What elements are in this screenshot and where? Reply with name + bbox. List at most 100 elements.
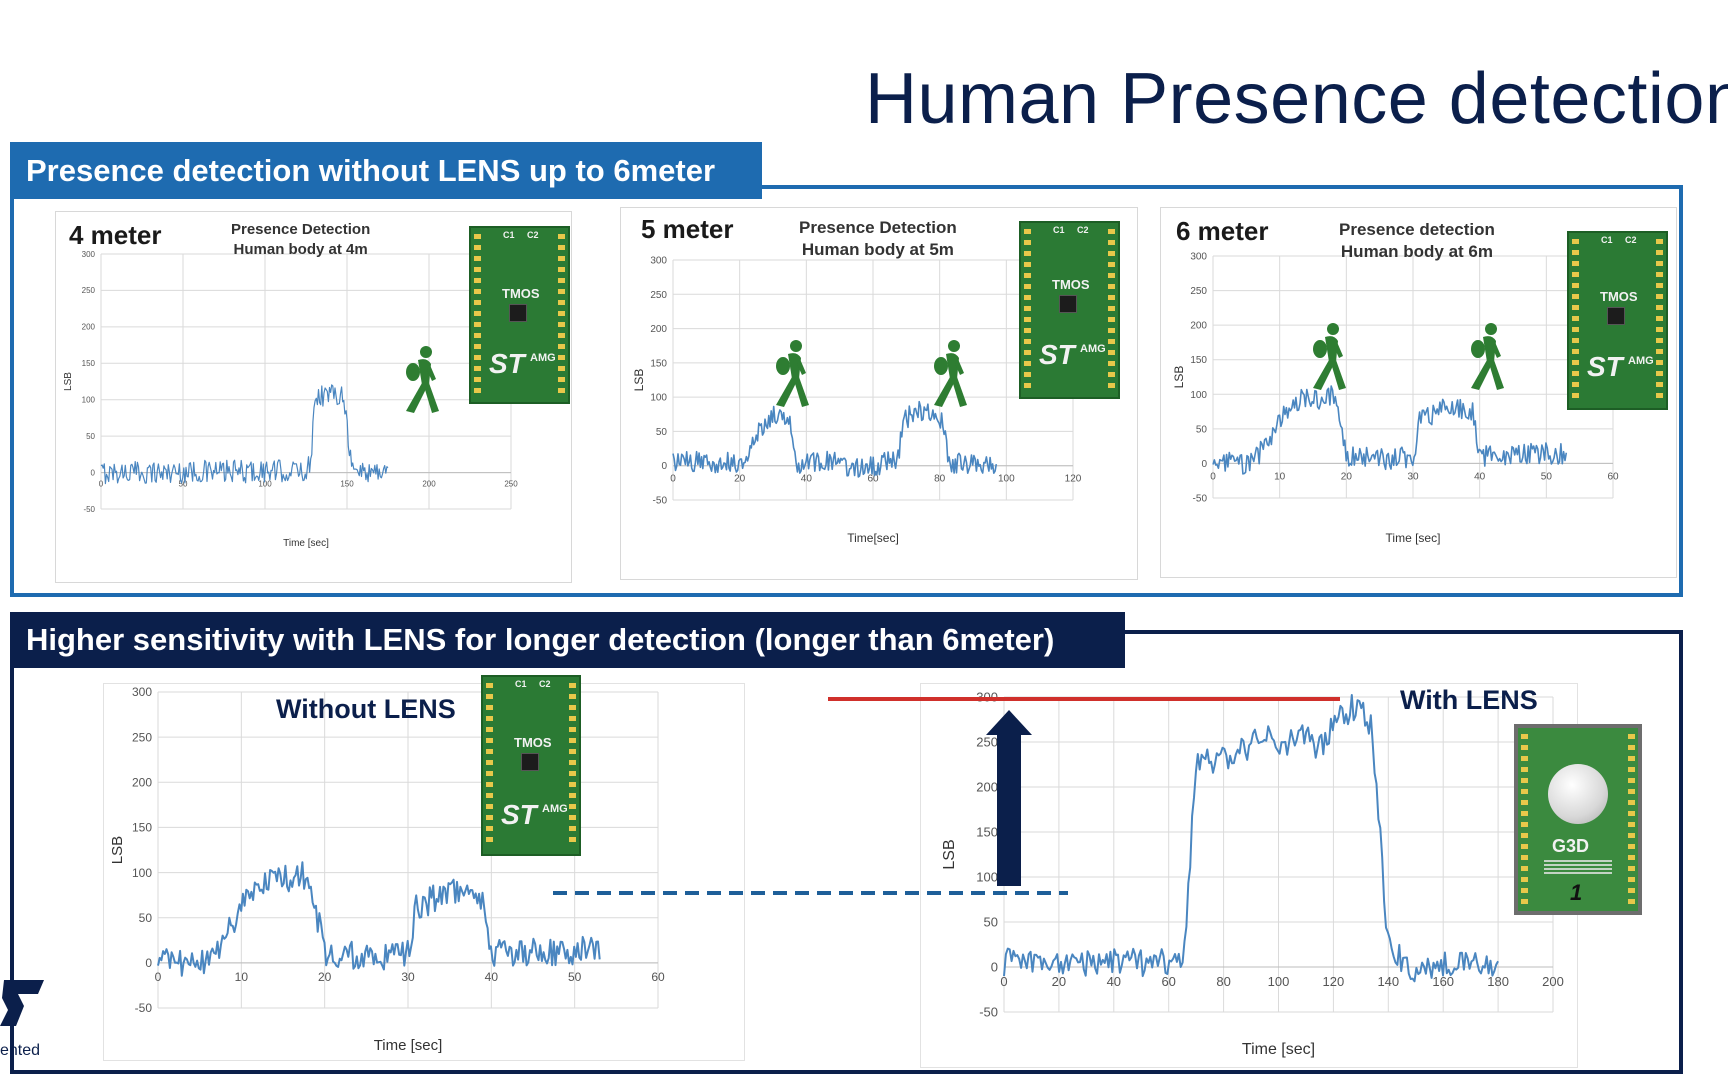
- x-tick-label: 50: [568, 970, 582, 984]
- st-logo-icon: ST: [489, 348, 525, 379]
- y-tick-label: 250: [1190, 286, 1207, 297]
- y-tick-label: -50: [135, 1001, 153, 1015]
- y-tick-label: 150: [82, 359, 96, 368]
- x-tick-label: 80: [934, 474, 946, 485]
- distance-label-6m: 6 meter: [1176, 216, 1269, 246]
- board-amg-label: AMG: [542, 803, 568, 815]
- y-axis-title: LSB: [941, 839, 958, 869]
- y-tick-label: 150: [132, 821, 152, 835]
- x-tick-label: 100: [998, 474, 1015, 485]
- x-tick-label: 0: [155, 970, 162, 984]
- board-chip-label: TMOS: [1052, 277, 1090, 292]
- signal-series-line: [1003, 694, 1499, 983]
- without-lens-label: Without LENS: [276, 694, 456, 724]
- distance-label-4m: 4 meter: [69, 220, 162, 250]
- board-c2-label: C2: [539, 679, 551, 689]
- x-axis-title: Time [sec]: [374, 1037, 443, 1054]
- y-axis-title: LSB: [632, 369, 646, 392]
- y-axis-title: LSB: [109, 836, 126, 864]
- x-tick-label: 120: [1323, 974, 1345, 989]
- section-with-lens-header: Higher sensitivity with LENS for longer …: [10, 612, 1125, 668]
- chart-5m-title: Presence Detection Human body at 5m: [799, 217, 957, 261]
- y-tick-label: 300: [132, 685, 152, 699]
- chart-4m-title-line2: Human body at 4m: [233, 240, 368, 258]
- x-tick-label: 140: [1377, 974, 1399, 989]
- chart-with-lens-plot: -500501001502002503000204060801001201401…: [941, 690, 1564, 1058]
- chart-6m-title: Presence detection Human body at 6m: [1339, 219, 1495, 263]
- x-axis-title: Time [sec]: [283, 538, 329, 549]
- tmos-sensor-board-photo-6m: C1 C2 TMOS ST AMG: [1567, 231, 1668, 410]
- x-tick-label: 50: [1541, 471, 1553, 482]
- y-tick-label: 200: [132, 775, 152, 789]
- x-tick-label: 50: [179, 480, 188, 489]
- x-tick-label: 120: [1065, 474, 1082, 485]
- sensor-chip-icon: [1607, 307, 1625, 325]
- y-tick-label: 100: [82, 396, 96, 405]
- x-tick-label: 10: [1274, 471, 1286, 482]
- y-tick-label: 300: [650, 256, 667, 267]
- y-tick-label: 250: [650, 290, 667, 301]
- board-text-icon: [1544, 860, 1612, 876]
- st-logo-icon: ST: [1587, 351, 1623, 382]
- y-tick-label: 100: [976, 870, 998, 885]
- x-tick-label: 30: [1407, 471, 1419, 482]
- x-tick-label: 0: [1000, 974, 1007, 989]
- x-tick-label: 40: [1474, 471, 1486, 482]
- sensor-chip-icon: [1059, 295, 1077, 313]
- y-tick-label: -50: [979, 1005, 998, 1020]
- y-tick-label: 300: [1190, 252, 1207, 263]
- tmos-sensor-board-photo-without-lens: C1 C2 TMOS ST AMG: [481, 675, 581, 856]
- x-tick-label: 40: [1107, 974, 1121, 989]
- x-tick-label: 20: [734, 474, 746, 485]
- page-title: Human Presence detection: [865, 59, 1728, 139]
- x-tick-label: 0: [670, 474, 676, 485]
- sensor-chip-icon: [521, 753, 539, 771]
- with-lens-label: With LENS: [1400, 685, 1538, 715]
- y-tick-label: 250: [132, 730, 152, 744]
- x-tick-label: 200: [422, 480, 436, 489]
- board-amg-label: AMG: [1628, 355, 1654, 367]
- x-tick-label: 10: [235, 970, 249, 984]
- y-tick-label: -50: [653, 496, 668, 507]
- signal-series-line: [1212, 385, 1568, 475]
- board-amg-label: AMG: [530, 352, 556, 364]
- walking-person-icon: [1471, 323, 1504, 390]
- x-axis-title: Time[sec]: [847, 531, 899, 545]
- board-c2-label: C2: [527, 230, 539, 240]
- board-c1-label: C1: [515, 679, 527, 689]
- x-tick-label: 250: [504, 480, 518, 489]
- section-without-lens-frame: [10, 185, 1683, 597]
- x-tick-label: 160: [1432, 974, 1454, 989]
- y-tick-label: 100: [1190, 390, 1207, 401]
- y-tick-label: 250: [82, 286, 96, 295]
- board-chip-label: TMOS: [514, 735, 552, 750]
- lens-board-number: 1: [1570, 880, 1583, 905]
- y-tick-label: 200: [976, 780, 998, 795]
- x-tick-label: 100: [1268, 974, 1290, 989]
- board-c1-label: C1: [1053, 225, 1065, 235]
- y-tick-label: 250: [976, 735, 998, 750]
- gain-arrow-shaft: [997, 733, 1021, 886]
- y-tick-label: 100: [650, 393, 667, 404]
- y-tick-label: 200: [650, 324, 667, 335]
- x-tick-label: 40: [801, 474, 813, 485]
- walking-person-icon: [1313, 323, 1346, 390]
- st-logo-icon: ST: [501, 799, 537, 830]
- x-tick-label: 100: [258, 480, 272, 489]
- board-c1-label: C1: [503, 230, 515, 240]
- x-tick-label: 40: [485, 970, 499, 984]
- y-tick-label: 50: [656, 427, 668, 438]
- sensor-chip-icon: [509, 304, 527, 322]
- walking-person-icon: [776, 340, 809, 407]
- y-tick-label: 200: [82, 323, 96, 332]
- board-c2-label: C2: [1077, 225, 1089, 235]
- x-tick-label: 60: [651, 970, 665, 984]
- tmos-sensor-board-photo-5m: C1 C2 TMOS ST AMG: [1019, 221, 1120, 399]
- x-tick-label: 0: [1210, 471, 1216, 482]
- y-tick-label: 0: [991, 960, 998, 975]
- gain-arrow-head: [986, 710, 1032, 735]
- y-tick-label: 0: [661, 461, 667, 472]
- walking-person-icon: [934, 340, 967, 407]
- signal-series-line: [672, 400, 998, 478]
- board-c2-label: C2: [1625, 235, 1637, 245]
